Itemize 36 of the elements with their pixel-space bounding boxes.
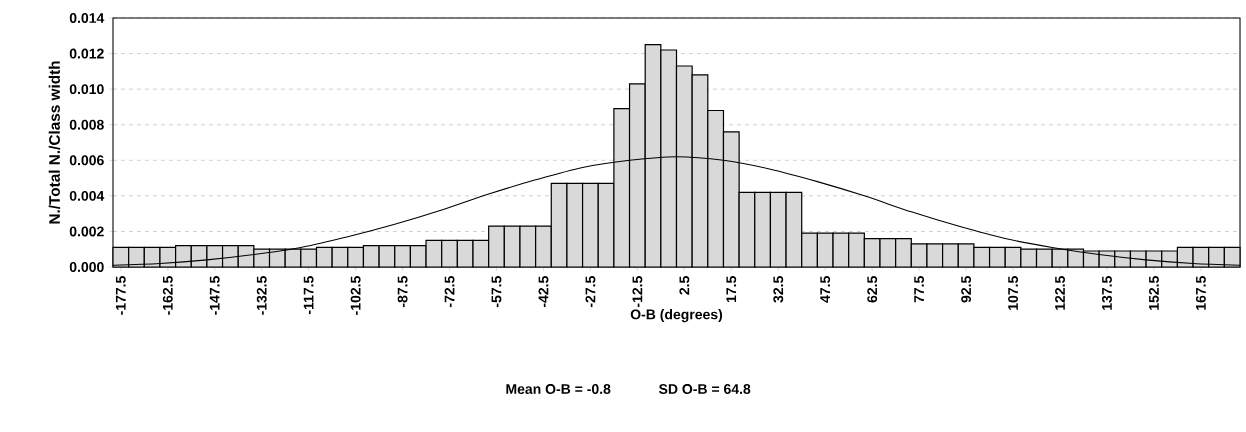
x-tick-label: -57.5 <box>491 276 502 308</box>
x-tick-label: 77.5 <box>914 276 925 303</box>
x-tick-label: -147.5 <box>209 276 220 315</box>
y-axis-title: N./Total N./Class width <box>48 61 61 224</box>
x-tick-label: -12.5 <box>632 276 643 308</box>
text: SD O-B = 64.8 <box>658 384 751 394</box>
x-tick-label: -117.5 <box>303 276 314 315</box>
x-tick-label: 62.5 <box>867 276 878 303</box>
x-tick-label: -72.5 <box>444 276 455 308</box>
x-tick-label: -102.5 <box>350 276 361 315</box>
y-tick-label: 0.012 <box>69 48 104 59</box>
x-tick-label: -162.5 <box>162 276 173 315</box>
x-tick-label: 92.5 <box>961 276 972 303</box>
y-tick-label: 0.006 <box>69 155 104 166</box>
text: Mean O-B = -0.8 <box>506 384 611 394</box>
x-tick-label: 152.5 <box>1148 276 1159 310</box>
x-tick-label: 47.5 <box>820 276 831 303</box>
x-tick-label: 137.5 <box>1102 276 1112 310</box>
x-axis-title: O-B (degrees) <box>630 309 723 323</box>
x-tick-label: 167.5 <box>1195 276 1206 310</box>
x-tick-label: -132.5 <box>256 276 267 315</box>
x-tick-label: 107.5 <box>1008 276 1019 310</box>
y-tick-label: 0.008 <box>69 119 104 130</box>
x-tick-label: -177.5 <box>115 276 126 315</box>
y-tick-label: 0.014 <box>69 13 105 23</box>
y-tick-label: 0.010 <box>69 84 104 95</box>
y-tick-label: 0.002 <box>69 226 104 237</box>
x-tick-label: -87.5 <box>397 276 408 308</box>
y-tick-label: 0.000 <box>69 262 104 272</box>
x-tick-label: 32.5 <box>773 276 784 303</box>
x-tick-label: -27.5 <box>585 276 596 308</box>
x-tick-label: 122.5 <box>1055 276 1065 310</box>
x-tick-label: 2.5 <box>679 276 690 295</box>
y-tick-label: 0.004 <box>69 190 105 201</box>
x-tick-label: -42.5 <box>538 276 549 308</box>
x-tick-label: 17.5 <box>726 276 737 303</box>
